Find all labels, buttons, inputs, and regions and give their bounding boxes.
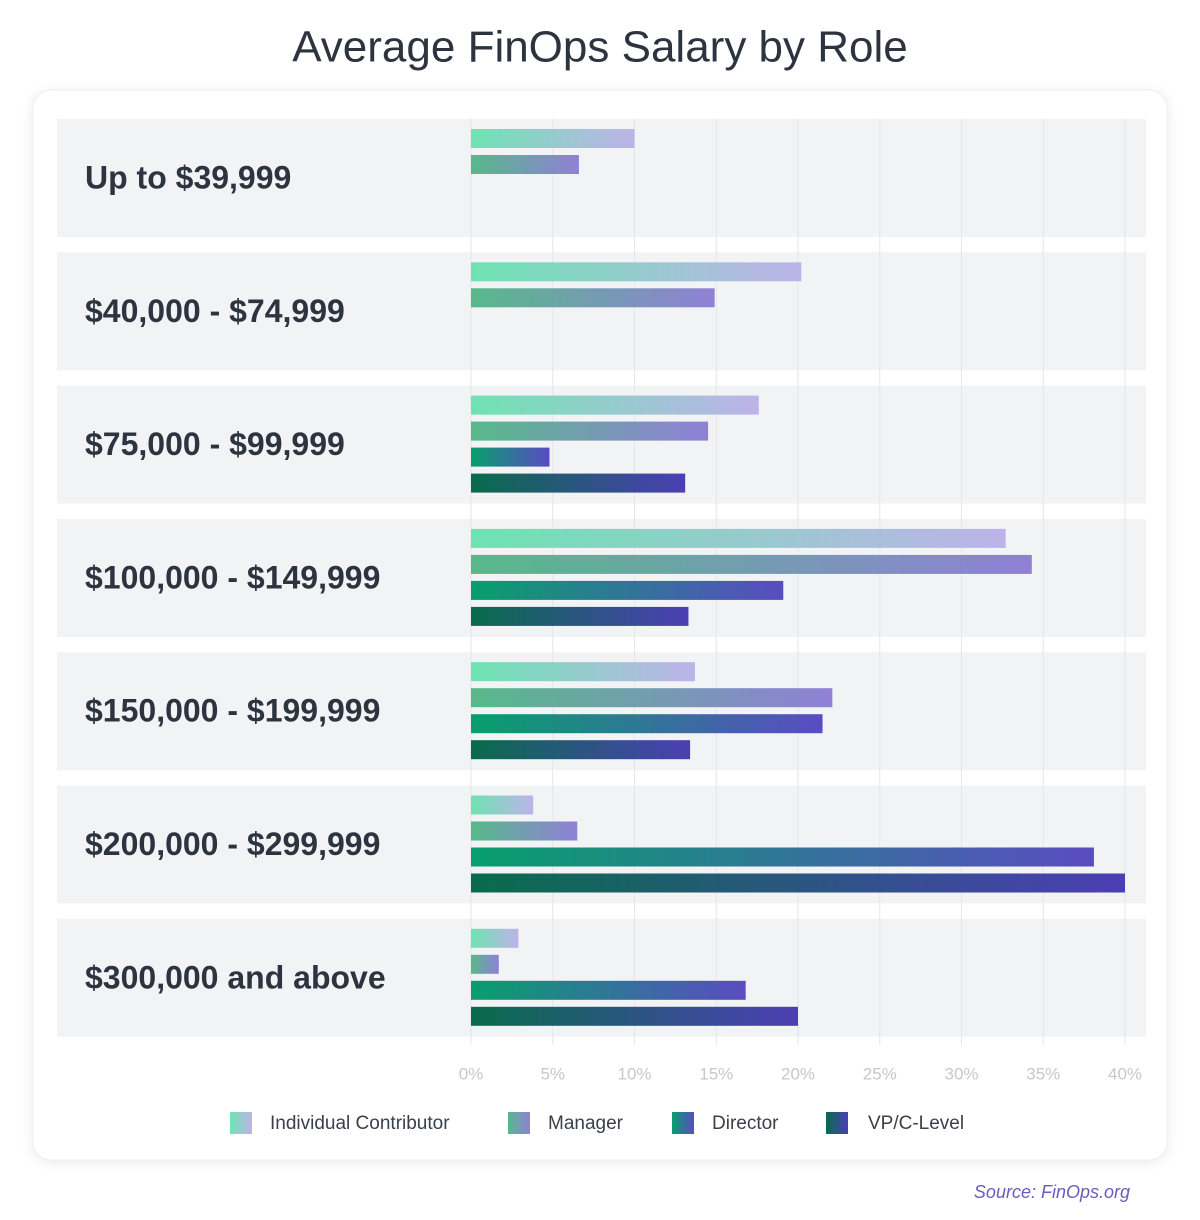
bar bbox=[471, 847, 1094, 867]
bar bbox=[471, 688, 833, 708]
legend-label: VP/C-Level bbox=[868, 1113, 964, 1134]
category-label: $300,000 and above bbox=[85, 959, 386, 995]
x-tick-label: 40% bbox=[1108, 1064, 1142, 1083]
x-tick-label: 5% bbox=[540, 1064, 565, 1083]
x-tick-label: 25% bbox=[863, 1064, 897, 1083]
bar bbox=[471, 821, 578, 841]
x-tick-label: 10% bbox=[617, 1064, 651, 1083]
x-tick-label: 20% bbox=[781, 1064, 815, 1083]
bar bbox=[471, 980, 746, 1000]
bar bbox=[471, 395, 759, 415]
category-label: $150,000 - $199,999 bbox=[85, 693, 380, 729]
legend-swatch bbox=[508, 1112, 530, 1134]
bar bbox=[471, 795, 534, 815]
legend-label: Manager bbox=[548, 1113, 624, 1134]
legend-swatch bbox=[672, 1112, 694, 1134]
bar bbox=[471, 662, 695, 682]
legend-swatch bbox=[230, 1112, 252, 1134]
category-label: $40,000 - $74,999 bbox=[85, 293, 345, 329]
x-tick-label: 15% bbox=[699, 1064, 733, 1083]
source: Source: FinOps.org bbox=[974, 1182, 1130, 1202]
legend-label: Individual Contributor bbox=[270, 1113, 450, 1134]
category-label: $200,000 - $299,999 bbox=[85, 826, 380, 862]
chart-title: Average FinOps Salary by Role bbox=[292, 23, 907, 72]
x-tick-label: 0% bbox=[459, 1064, 484, 1083]
category-label: $75,000 - $99,999 bbox=[85, 426, 345, 462]
bar bbox=[471, 928, 519, 948]
bar bbox=[471, 288, 715, 308]
bar bbox=[471, 528, 1006, 548]
x-tick-label: 35% bbox=[1026, 1064, 1060, 1083]
category-label: $100,000 - $149,999 bbox=[85, 559, 380, 595]
bar bbox=[471, 155, 579, 174]
bar bbox=[471, 873, 1125, 893]
bar bbox=[471, 740, 691, 760]
bar bbox=[471, 447, 550, 467]
bar bbox=[471, 473, 686, 493]
category-label: Up to $39,999 bbox=[85, 159, 291, 195]
bar bbox=[471, 606, 689, 626]
bar bbox=[471, 1006, 798, 1026]
x-tick-label: 30% bbox=[944, 1064, 978, 1083]
bar bbox=[471, 262, 802, 282]
bar bbox=[471, 554, 1032, 574]
bar bbox=[471, 580, 784, 600]
legend-swatch bbox=[826, 1112, 848, 1134]
bar bbox=[471, 129, 635, 148]
bar bbox=[471, 421, 709, 441]
legend-label: Director bbox=[712, 1113, 779, 1134]
bar bbox=[471, 714, 823, 734]
bar bbox=[471, 954, 499, 974]
